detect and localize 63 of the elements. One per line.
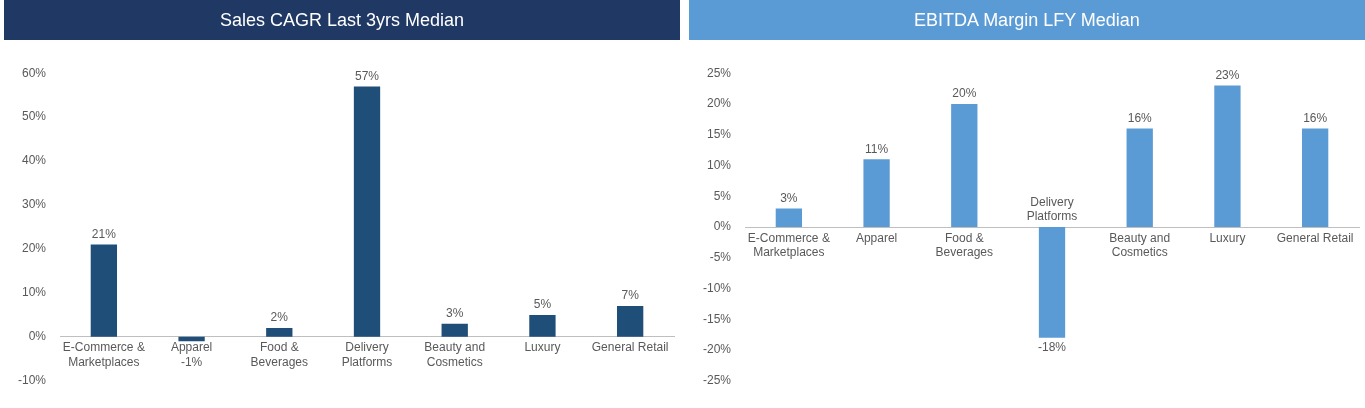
chart-title: EBITDA Margin LFY Median [689,0,1365,40]
y-tick-label: -15% [703,311,732,326]
x-tick-label: Beauty and Cosmetics [1109,230,1171,259]
x-tick-label: Apparel [855,230,898,245]
y-tick-label: -10% [703,280,732,295]
bar [353,86,381,337]
x-tick-label: E-Commerce & Marketplaces [747,230,830,259]
y-tick-label: 0% [713,219,732,234]
data-label: 3% [446,305,464,320]
y-tick-label: 10% [21,285,47,300]
y-tick-label: 15% [706,127,732,142]
x-tick-label: General Retail [591,340,669,355]
chart-title: Sales CAGR Last 3yrs Median [4,0,680,40]
data-label: -1% [180,355,203,370]
data-label: 11% [865,141,889,156]
y-tick-label: -20% [703,342,732,357]
y-tick-label: 5% [713,188,732,203]
data-label: 16% [1303,110,1328,125]
data-label: -18% [1038,340,1067,355]
x-tick-label: General Retail [1276,230,1354,245]
bar [863,159,890,227]
data-label: 57% [354,68,380,83]
bar [266,328,293,337]
y-tick-label: 60% [21,65,47,80]
y-tick-label: 20% [706,96,732,111]
bar [441,323,468,337]
x-tick-label: Luxury [524,340,561,355]
y-tick-label: -5% [709,250,732,265]
y-tick-label: 40% [21,153,47,168]
bar [1214,85,1241,227]
data-label: 3% [780,190,798,205]
y-tick-label: 50% [21,109,47,124]
bar [529,314,556,337]
bar [1038,227,1066,338]
y-tick-label: 30% [21,197,47,212]
x-tick-label: Food & Beverages [935,230,993,259]
data-label: 16% [1127,110,1153,125]
y-tick-label: 10% [706,157,732,172]
data-label: 5% [533,297,552,312]
bar [1126,128,1153,227]
y-tick-label: 0% [28,329,47,344]
data-label: 20% [952,86,977,101]
x-tick-label: Food & Beverages [250,340,308,369]
bar [775,208,803,227]
y-tick-label: -25% [703,373,732,388]
x-tick-label: Apparel [170,340,213,355]
y-tick-label: -10% [18,373,47,388]
x-tick-label: Delivery Platforms [1026,195,1078,224]
bar [616,306,644,337]
data-label: 7% [621,288,640,303]
y-tick-label: 20% [21,241,47,256]
y-tick-label: 25% [706,65,732,80]
x-tick-label: E-Commerce & Marketplaces [62,340,145,369]
bar [178,336,205,342]
x-tick-label: Beauty and Cosmetics [424,340,486,369]
x-tick-label: Delivery Platforms [341,340,393,369]
bar [951,103,978,227]
x-tick-label: Luxury [1209,230,1246,245]
data-label: 23% [1215,67,1240,82]
data-label: 2% [270,310,289,325]
data-label: 21% [91,226,117,241]
bar [90,244,118,337]
bar [1301,128,1329,227]
